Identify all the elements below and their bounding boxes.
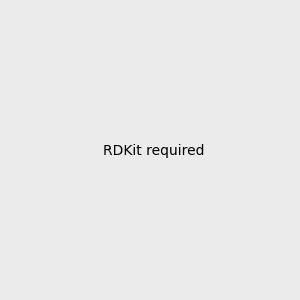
Text: RDKit required: RDKit required xyxy=(103,145,205,158)
